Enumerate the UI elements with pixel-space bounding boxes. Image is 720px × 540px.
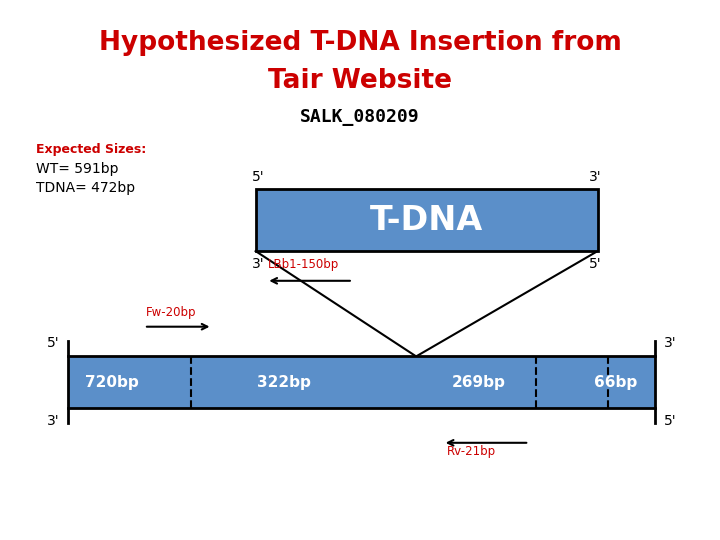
Text: 5': 5' xyxy=(47,336,60,350)
Bar xyxy=(256,189,598,251)
Text: Hypothesized T-DNA Insertion from: Hypothesized T-DNA Insertion from xyxy=(99,30,621,56)
Text: T-DNA: T-DNA xyxy=(370,204,483,237)
Text: 3': 3' xyxy=(252,256,265,271)
Bar xyxy=(68,356,655,408)
Text: Rv-21bp: Rv-21bp xyxy=(446,446,495,458)
Text: 5': 5' xyxy=(252,170,265,184)
Text: 66bp: 66bp xyxy=(594,375,637,389)
Text: 5': 5' xyxy=(588,256,601,271)
Text: Expected Sizes:: Expected Sizes: xyxy=(36,143,146,156)
Text: Fw-20bp: Fw-20bp xyxy=(146,306,197,319)
Text: 269bp: 269bp xyxy=(452,375,505,389)
Text: TDNA= 472bp: TDNA= 472bp xyxy=(36,181,135,195)
Text: SALK_080209: SALK_080209 xyxy=(300,108,420,126)
Text: 3': 3' xyxy=(664,336,677,350)
Text: WT= 591bp: WT= 591bp xyxy=(36,162,119,176)
Text: 322bp: 322bp xyxy=(258,375,311,389)
Text: LBb1-150bp: LBb1-150bp xyxy=(268,258,339,271)
Text: 3': 3' xyxy=(588,170,601,184)
Text: Tair Website: Tair Website xyxy=(268,68,452,93)
Text: 5': 5' xyxy=(664,414,677,428)
Text: 3': 3' xyxy=(47,414,60,428)
Text: 720bp: 720bp xyxy=(85,375,138,389)
